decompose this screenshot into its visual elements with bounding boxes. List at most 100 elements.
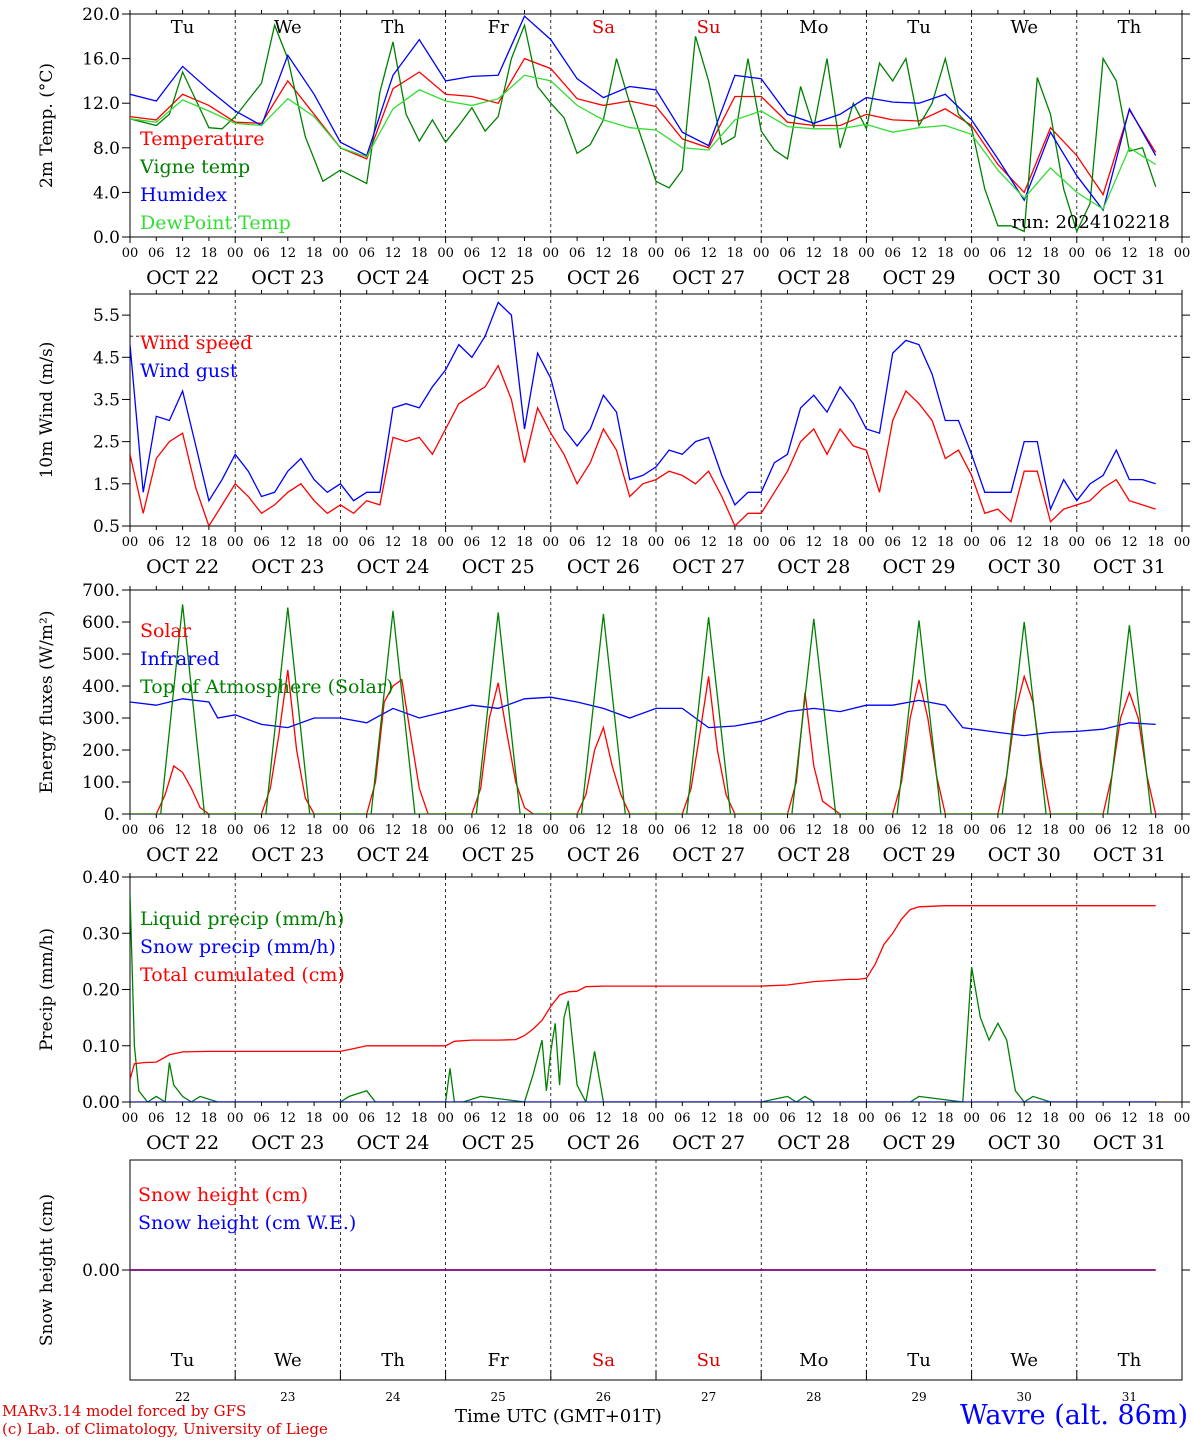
x-hour-label: 06 (253, 823, 270, 838)
x-hour-label: 12 (700, 1111, 717, 1126)
x-hour-label: 18 (621, 823, 638, 838)
x-date-label: OCT 25 (462, 267, 535, 289)
y-tick-label: 2.5 (93, 433, 120, 453)
x-hour-label: 06 (674, 535, 691, 550)
x-hour-label: 12 (806, 823, 823, 838)
y-tick-label: 0.0 (93, 228, 120, 248)
x-hour-label: 00 (753, 246, 770, 261)
x-hour-label: 06 (569, 1111, 586, 1126)
x-date-label: OCT 31 (1093, 1132, 1166, 1154)
x-date-label: OCT 22 (146, 1132, 219, 1154)
x-day-number: 30 (1017, 1390, 1032, 1404)
x-hour-label: 12 (490, 535, 507, 550)
x-hour-label: 18 (937, 1111, 954, 1126)
weekday-label: We (1010, 1350, 1038, 1371)
weekday-label: Th (381, 1350, 405, 1371)
x-hour-label: 18 (411, 1111, 428, 1126)
series-line-liquid-precip-mm-h (130, 893, 1156, 1102)
x-hour-label: 00 (858, 246, 875, 261)
x-hour-label: 00 (858, 535, 875, 550)
x-hour-label: 00 (1174, 535, 1191, 550)
x-date-label: OCT 26 (567, 556, 640, 578)
x-hour-label: 18 (1042, 823, 1059, 838)
y-tick-label: 300. (82, 709, 120, 729)
x-day-number: 27 (701, 1390, 716, 1404)
x-hour-label: 00 (227, 823, 244, 838)
x-hour-label: 18 (516, 535, 533, 550)
x-date-label: OCT 22 (146, 556, 219, 578)
x-hour-label: 00 (648, 535, 665, 550)
x-date-label: OCT 25 (462, 1132, 535, 1154)
x-hour-label: 12 (490, 246, 507, 261)
x-date-label: OCT 27 (672, 556, 745, 578)
y-tick-label: 0.5 (93, 517, 120, 537)
x-hour-label: 06 (990, 535, 1007, 550)
x-hour-label: 06 (1095, 246, 1112, 261)
panel-1: 0.0 4.0 8.0 12.0 16.0 20.0 2m Temp. (°C) 00 06 12… (37, 5, 1190, 289)
x-hour-label: 12 (1016, 1111, 1033, 1126)
x-day-number: 24 (385, 1390, 401, 1404)
x-hour-label: 18 (201, 535, 218, 550)
legend-entry: Wind speed (140, 332, 252, 354)
x-hour-label: 12 (490, 823, 507, 838)
x-date-label: OCT 29 (882, 267, 955, 289)
series-line-wind-speed (130, 364, 1156, 526)
x-hour-label: 18 (306, 1111, 323, 1126)
x-day-number: 26 (596, 1390, 611, 1404)
x-hour-label: 00 (1069, 1111, 1086, 1126)
x-hour-label: 12 (700, 246, 717, 261)
legend-entry: Infrared (140, 648, 220, 670)
y-axis-label: Precip (mm/h) (37, 928, 57, 1051)
x-hour-label: 18 (621, 1111, 638, 1126)
y-tick-label: 0.20 (82, 981, 120, 1001)
y-tick-label: 500. (82, 645, 120, 665)
x-hour-label: 12 (490, 1111, 507, 1126)
x-date-label: OCT 31 (1093, 267, 1166, 289)
x-hour-label: 18 (411, 535, 428, 550)
x-hour-label: 18 (832, 246, 849, 261)
y-tick-label: 16.0 (82, 50, 120, 70)
x-date-label: OCT 26 (567, 267, 640, 289)
x-date-label: OCT 22 (146, 844, 219, 866)
x-hour-label: 12 (806, 1111, 823, 1126)
x-hour-label: 06 (779, 535, 796, 550)
x-date-label: OCT 24 (356, 556, 429, 578)
panel-2: 0.5 1.5 2.5 3.5 4.5 5.5 10m Wind (m/s) 00 06 12 18… (37, 290, 1190, 578)
x-hour-label: 06 (884, 535, 901, 550)
x-day-number: 23 (280, 1390, 295, 1404)
x-hour-label: 18 (832, 535, 849, 550)
weekday-label: Fr (488, 1350, 509, 1371)
x-day-number: 28 (806, 1390, 821, 1404)
y-tick-label: 12.0 (82, 94, 120, 114)
weekday-label: Mo (799, 17, 828, 38)
x-hour-label: 06 (358, 246, 375, 261)
series-line-humidex (130, 15, 1157, 212)
x-hour-label: 18 (201, 1111, 218, 1126)
x-hour-label: 18 (727, 246, 744, 261)
x-hour-label: 12 (385, 823, 402, 838)
y-tick-label: 5.5 (93, 306, 120, 326)
x-hour-label: 18 (411, 246, 428, 261)
x-hour-label: 12 (700, 823, 717, 838)
x-hour-label: 00 (1069, 535, 1086, 550)
series-line-dewpoint-temp (130, 74, 1157, 211)
series-line-top-of-atmosphere-solar (130, 604, 1152, 814)
y-tick-label: 0.00 (82, 1261, 120, 1281)
x-hour-label: 00 (122, 246, 139, 261)
x-date-label: OCT 28 (777, 556, 850, 578)
y-tick-label: 4.5 (93, 348, 120, 368)
x-date-label: OCT 29 (882, 556, 955, 578)
x-date-label: OCT 27 (672, 844, 745, 866)
x-date-label: OCT 30 (988, 556, 1061, 578)
x-hour-label: 00 (1174, 246, 1191, 261)
x-hour-label: 18 (306, 246, 323, 261)
panel-5: 0.00 Snow height (cm) 22 23 24 25 26 27 28 29 30 31… (37, 1159, 1190, 1404)
x-hour-label: 06 (464, 1111, 481, 1126)
x-hour-label: 06 (253, 246, 270, 261)
x-hour-label: 00 (1069, 823, 1086, 838)
x-hour-label: 06 (569, 535, 586, 550)
x-hour-label: 06 (569, 823, 586, 838)
x-hour-label: 18 (1042, 246, 1059, 261)
panel-4: 0.00 0.10 0.20 0.30 0.40 Precip (mm/h) 00 06 12 1… (37, 868, 1190, 1154)
